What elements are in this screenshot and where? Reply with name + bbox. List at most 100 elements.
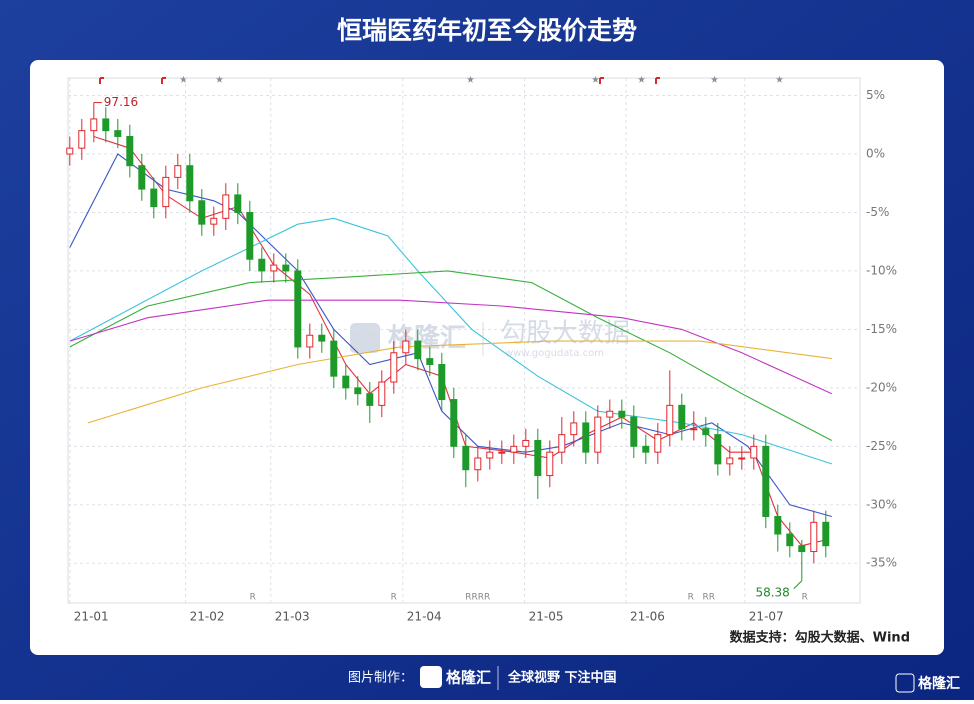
candle-body xyxy=(186,165,194,202)
candle-body xyxy=(246,211,254,260)
candle-body xyxy=(150,188,158,208)
x-tick-label: 21-02 xyxy=(190,610,225,624)
title: 恒瑞医药年初至今股价走势 xyxy=(337,16,637,45)
chart: 5% 0% -5% -10% -15% -20% -25% -30% -35% 21-01 21-0… xyxy=(66,78,897,624)
candle-body xyxy=(774,515,782,535)
candle-body xyxy=(822,521,830,547)
candle-body xyxy=(750,445,758,459)
candle-body xyxy=(426,358,434,365)
candle-body xyxy=(642,445,650,453)
candle-body xyxy=(102,118,110,132)
candle-body xyxy=(258,258,266,272)
candle-body xyxy=(582,422,590,453)
y-tick-label: -10% xyxy=(866,263,897,277)
candle-body xyxy=(522,439,530,447)
candle-body xyxy=(126,135,134,167)
candle-body xyxy=(342,375,350,389)
candle-body xyxy=(498,451,506,454)
candle-body xyxy=(462,445,470,471)
candle-body xyxy=(546,451,554,477)
candle-body xyxy=(138,165,146,190)
candle-body xyxy=(510,445,518,453)
candle-body xyxy=(222,194,230,219)
candle-body xyxy=(114,130,122,137)
x-tick-label: 21-03 xyxy=(275,610,310,624)
event-label: R xyxy=(391,593,397,603)
event-label: RR xyxy=(703,593,716,603)
candle-body xyxy=(630,416,638,447)
candle-body xyxy=(282,264,290,272)
x-tick-label: 21-07 xyxy=(749,610,784,624)
moving-average xyxy=(69,217,832,465)
candle-body xyxy=(354,387,362,395)
top-markers xyxy=(99,75,784,84)
candle-body xyxy=(570,422,578,436)
footer-made-by: 图片制作： xyxy=(348,671,413,686)
candle-body xyxy=(798,545,806,553)
candle-body xyxy=(534,439,542,477)
candle-body xyxy=(390,352,398,383)
candle-body xyxy=(714,434,722,465)
candle-body xyxy=(678,404,686,430)
footer-logo: 格隆汇 xyxy=(918,675,960,692)
candle-body xyxy=(726,457,734,465)
watermark-name: 勾股大数据 xyxy=(500,319,630,349)
candle-body xyxy=(762,445,770,517)
candle-body xyxy=(366,393,374,406)
candle-body xyxy=(270,264,278,272)
y-tick-label: -15% xyxy=(866,322,897,336)
candle-body xyxy=(486,451,494,459)
candle-body xyxy=(414,340,422,360)
candle-body xyxy=(702,428,710,436)
candle-body xyxy=(174,165,182,178)
watermark-url: www.gogudata.com xyxy=(505,348,604,359)
high-label: 97.16 xyxy=(104,95,138,109)
candle-body xyxy=(402,340,410,354)
event-label: R xyxy=(250,593,256,603)
footer-logo-box xyxy=(420,666,442,688)
candle-body xyxy=(474,457,482,471)
candle-body xyxy=(318,334,326,342)
panel xyxy=(30,60,944,655)
x-tick-label: 21-05 xyxy=(529,610,564,624)
event-label: R xyxy=(688,593,694,603)
footer-slogan: 全球视野 下注中国 xyxy=(507,670,617,686)
x-tick-label: 21-01 xyxy=(74,610,109,624)
source: 数据支持：勾股大数据、Wind xyxy=(730,630,910,646)
candle-body xyxy=(90,118,98,132)
candle-body xyxy=(306,334,314,348)
logo-box xyxy=(895,673,915,693)
moving-average xyxy=(87,340,832,424)
low-leader xyxy=(793,580,803,590)
footer-brand: 格隆汇 xyxy=(446,669,491,687)
moving-average xyxy=(69,270,833,441)
candle-body xyxy=(438,363,446,401)
candle-body xyxy=(666,404,674,436)
candle-body xyxy=(234,194,242,213)
x-tick-label: 21-04 xyxy=(407,610,442,624)
candle-body xyxy=(330,340,338,377)
candle-body xyxy=(654,434,662,453)
event-label: RRRR xyxy=(465,593,490,603)
candle-body xyxy=(198,200,206,225)
event-label: R xyxy=(802,593,808,603)
plot-frame xyxy=(67,77,861,604)
y-tick-label: -30% xyxy=(866,497,897,511)
candle-body xyxy=(738,457,746,460)
candle-body xyxy=(558,434,566,453)
y-tick-label: -25% xyxy=(866,439,897,453)
candle-body xyxy=(618,410,626,418)
y-tick-label: 0% xyxy=(866,147,885,161)
candle-body xyxy=(450,399,458,447)
candle-body xyxy=(594,416,602,453)
candle-body xyxy=(66,147,74,155)
low-label: 58.38 xyxy=(755,585,789,599)
candle-body xyxy=(378,381,386,406)
y-tick-label: -20% xyxy=(866,380,897,394)
candle-body xyxy=(294,270,302,348)
y-tick-label: -5% xyxy=(866,205,889,219)
candle-body xyxy=(162,176,170,208)
candle-body xyxy=(690,428,698,431)
candle-body xyxy=(606,410,614,418)
